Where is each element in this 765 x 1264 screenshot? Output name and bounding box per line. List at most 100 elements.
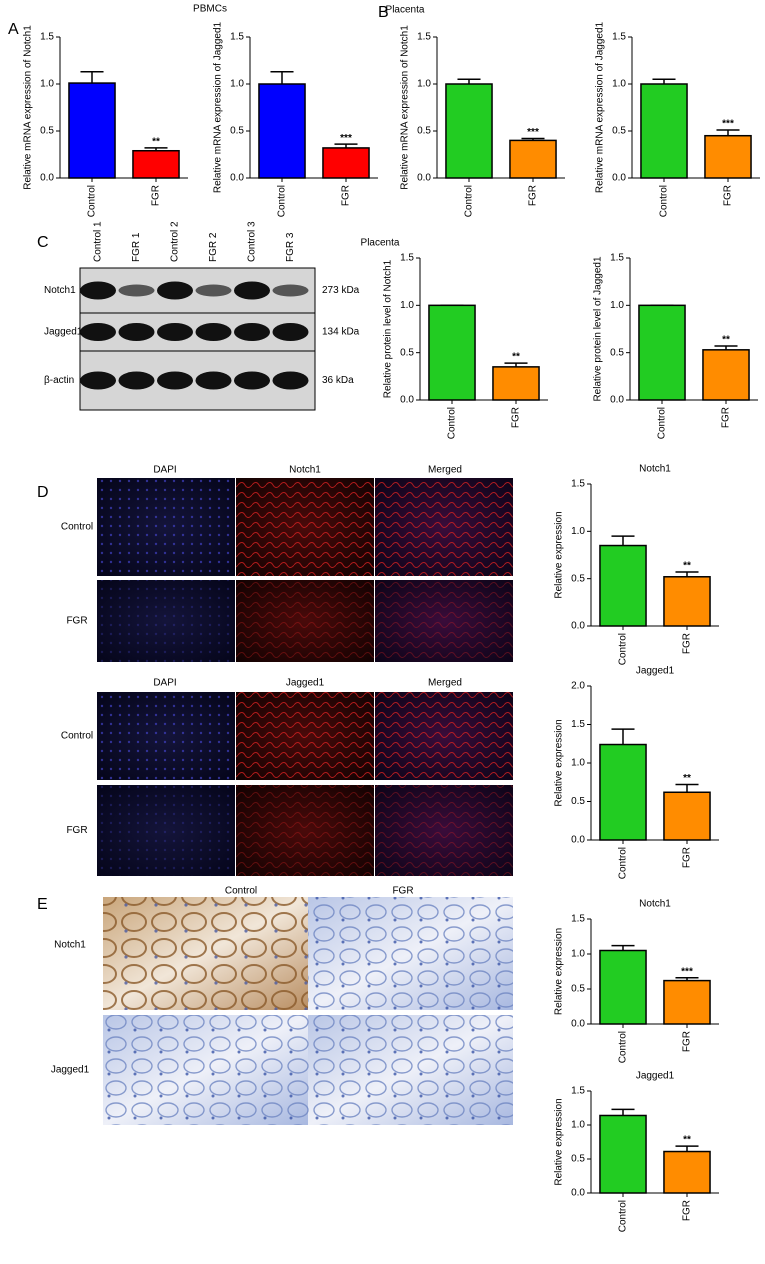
blot-row-label: Jagged1 [44,327,83,338]
if-row-label: FGR [66,616,87,627]
x-tick-label: Control [447,407,458,439]
blot-band [157,281,193,300]
y-tick-label: 1.5 [230,32,244,43]
y-tick-label: 0.5 [400,347,414,358]
blot-size-label: 36 kDa [322,375,354,386]
y-axis-label: Relative expression [554,1098,565,1185]
if-row-label: Control [61,731,93,742]
if-texture [375,580,513,662]
significance: ** [683,773,691,784]
bar [599,544,647,627]
y-tick-label: 1.0 [610,300,624,311]
y-tick-label: 0.0 [417,173,431,184]
significance: ** [152,137,160,148]
x-tick-label: FGR [528,185,539,206]
if-row-label: Control [61,522,93,533]
blot-band [234,281,270,300]
blot-band [80,281,116,300]
bar [492,366,540,401]
ihc-column-label: Control [225,886,257,897]
y-tick-label: 0.5 [571,1154,585,1165]
if-column-label: DAPI [153,678,176,689]
y-tick-label: 1.5 [571,1086,585,1097]
blot-band [234,323,270,341]
significance: ** [683,561,691,572]
if-column-label: Jagged1 [286,678,325,689]
ihc-texture [308,1015,513,1125]
ihc-texture [103,1015,308,1125]
blot-column-label: Control 3 [247,221,258,262]
bar [322,147,370,179]
if-column-label: DAPI [153,465,176,476]
bar [663,979,711,1025]
blot-band [272,323,309,341]
y-tick-label: 0.5 [612,126,626,137]
y-axis-label: Relative expression [554,719,565,806]
y-tick-label: 0.5 [571,796,585,807]
if-column-label: Merged [428,465,462,476]
blot-column-label: FGR 1 [131,232,142,262]
blot-band [80,323,116,341]
y-tick-label: 0.5 [571,984,585,995]
panel-label: D [37,484,49,501]
y-axis-label: Relative expression [554,511,565,598]
if-texture [236,478,374,576]
significance: *** [722,119,734,130]
y-tick-label: 0.0 [571,1188,585,1199]
x-tick-label: Control [618,1031,629,1063]
bar [663,1150,711,1194]
blot-row-label: Notch1 [44,285,76,296]
x-tick-label: Control [618,847,629,879]
panel-label: A [8,21,19,38]
if-column-label: Notch1 [289,465,321,476]
y-tick-label: 0.0 [571,835,585,846]
bar [132,149,180,179]
x-tick-label: FGR [723,185,734,206]
bar [428,304,476,401]
y-tick-label: 0.0 [400,395,414,406]
significance: ** [512,352,520,363]
significance: *** [340,133,352,144]
y-tick-label: 1.5 [571,479,585,490]
x-tick-label: Control [277,185,288,217]
section-title: Placenta [386,5,425,16]
blot-band [234,371,270,390]
y-tick-label: 0.0 [571,621,585,632]
blot-band [272,371,309,390]
x-tick-label: FGR [682,633,693,654]
x-tick-label: Control [657,407,668,439]
bar [599,1114,647,1194]
y-axis-label: Relative protein level of Jagged1 [593,256,604,402]
bar [663,576,711,627]
if-texture [375,692,513,780]
if-texture [236,785,374,876]
y-axis-label: Relative mRNA expression of Notch1 [400,25,411,190]
chart-title: Notch1 [639,899,671,910]
section-title: Placenta [361,238,400,249]
blot-band [157,323,193,341]
y-axis-label: Relative mRNA expression of Jagged1 [213,21,224,193]
ihc-row-label: Jagged1 [51,1065,90,1076]
x-tick-label: FGR [511,407,522,428]
blot-band [195,323,232,341]
if-texture [97,785,235,876]
x-tick-label: Control [659,185,670,217]
x-tick-label: Control [618,633,629,665]
bar [702,349,750,401]
ihc-column-label: FGR [392,886,413,897]
bar [599,949,647,1025]
x-tick-label: Control [464,185,475,217]
y-tick-label: 1.0 [571,949,585,960]
y-tick-label: 0.5 [40,126,54,137]
y-tick-label: 1.5 [40,32,54,43]
y-tick-label: 1.0 [230,79,244,90]
y-tick-label: 0.0 [612,173,626,184]
if-texture [236,580,374,662]
y-tick-label: 1.5 [417,32,431,43]
bar [599,743,647,841]
y-tick-label: 1.0 [571,526,585,537]
bar [704,134,752,179]
blot-band [195,371,232,390]
bar [640,83,688,179]
